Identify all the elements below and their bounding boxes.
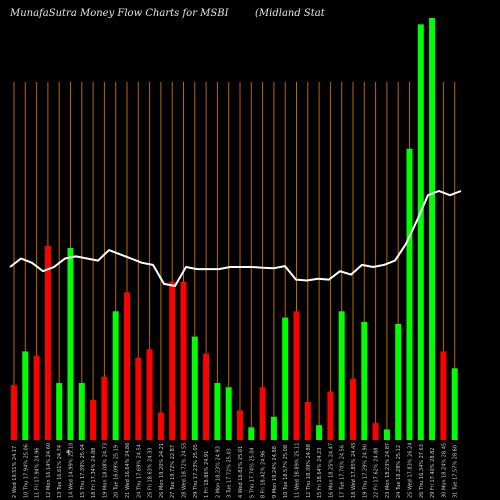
bar — [270, 416, 277, 440]
x-tick-label: 29 Thu 17.23% 25.05 — [193, 444, 199, 498]
bar — [56, 383, 63, 440]
price-line — [9, 190, 462, 287]
x-tick-label: 29 Fri 17.40% 28.82 — [430, 448, 436, 498]
x-tick-label: 27 Tue 19.72% 22.87 — [170, 445, 176, 498]
bar — [214, 383, 221, 440]
bar — [406, 148, 413, 440]
x-tick-label: 12 Thu 18.39% 24.88 — [306, 444, 312, 498]
bar — [33, 355, 40, 440]
x-tick-label: 17 Tue 17.70% 24.56 — [340, 445, 346, 498]
x-tick-label: 15 Fri 18.64% 24.23 — [317, 448, 323, 498]
x-tick-label: 11 Fri 17.94% 24.96 — [35, 448, 41, 498]
bar — [112, 311, 119, 440]
x-axis-labels: 2 Wed 19.51% 24.17 10 Thu 17.94% 25.06 11 … — [12, 443, 459, 498]
bar — [22, 351, 29, 440]
x-tick-label: 18 Wed 17.85% 24.45 — [351, 443, 357, 498]
x-tick-label: 16 Mon 18.25% 24.47 — [328, 443, 334, 498]
bar — [417, 24, 424, 441]
x-tick-label: 10 Tue 18.57% 25.08 — [283, 445, 289, 498]
bar — [327, 391, 334, 440]
x-tick-label: 26 Mon 19.20% 24.21 — [159, 443, 165, 498]
x-tick-label: 22 Fri 17.62% 24.88 — [374, 448, 380, 498]
bar — [372, 423, 379, 440]
bar — [203, 353, 210, 440]
x-tick-label: 18 Fri 17.34% 24.88 — [91, 448, 97, 498]
bar — [282, 317, 289, 440]
x-tick-label: 10 Thu 17.94% 25.06 — [23, 444, 29, 498]
bar — [237, 410, 243, 440]
x-tick-label: 23 Mon 18.23% 24.87 — [385, 443, 391, 498]
bar — [248, 427, 255, 440]
x-tick-label: 19 Mon 18.08% 24.73 — [102, 443, 108, 498]
x-tick-label: 9 Mon 19.24% 24.88 — [272, 446, 278, 498]
bar — [316, 425, 323, 440]
x-tick-label: 25 Wed 17.83% 26.24 — [408, 443, 414, 498]
x-tick-label: 25 Fri 18.63% 24.33 — [148, 448, 154, 498]
title-text: MunafaSutra Money Flow Charts for MSBI — [10, 8, 229, 19]
x-tick-label: 13 Tue 16.61% 24.74 — [57, 445, 63, 498]
currency-symbol: ₹ — [66, 449, 71, 457]
x-tick-label: 2 Wed 19.51% 24.17 — [12, 446, 18, 498]
bar — [180, 281, 187, 440]
bar — [338, 311, 345, 440]
bar — [225, 387, 232, 440]
bar — [191, 336, 198, 440]
bar — [135, 357, 142, 440]
x-tick-label: 20 Tue 16.09% 25.19 — [114, 445, 120, 498]
bar — [90, 399, 97, 440]
bar — [44, 245, 51, 440]
bar — [361, 321, 368, 440]
x-tick-label: 2 Mon 18.23% 24.93 — [215, 446, 221, 498]
x-tick-label: 14 Wed 14.99% 25.10 — [69, 443, 75, 498]
x-tick-label: 24 Thu 17.69% 24.54 — [136, 444, 142, 498]
bar — [451, 368, 458, 440]
bar — [146, 349, 153, 440]
x-tick-label: 15 Thu 17.39% 25.04 — [80, 444, 86, 498]
x-tick-label: 12 Mon 16.14% 24.60 — [46, 443, 52, 498]
bar — [293, 311, 300, 440]
bar — [67, 247, 74, 440]
x-tick-label: 31 Tue 17.57% 28.60 — [453, 445, 459, 498]
bar — [304, 402, 311, 440]
x-tick-label: 4 Wed 16.82% 25.01 — [238, 446, 244, 498]
x-tick-label: 5 Thu 17.74% 25.04 — [249, 447, 255, 498]
bar — [429, 18, 436, 440]
bar — [124, 292, 130, 440]
bar — [440, 351, 447, 440]
chart-title: MunafaSutra Money Flow Charts for MSBI (… — [10, 8, 325, 19]
bar — [169, 281, 176, 440]
x-tick-label: 19 Thu 17.29% 24.90 — [362, 444, 368, 498]
bar — [101, 376, 108, 440]
bar — [259, 387, 266, 440]
x-tick-label: 26 Thu 16.34% 27.63 — [419, 444, 425, 498]
x-tick-label: 1 Fri 18.86% 24.91 — [204, 451, 210, 498]
bar — [11, 385, 17, 440]
bar — [395, 323, 402, 440]
bar — [78, 383, 85, 440]
x-tick-label: 11 Wed 18.89% 25.11 — [295, 443, 301, 498]
x-tick-label: 3 Tue 17.72% 25.03 — [227, 448, 233, 498]
company-name: (Midland Stat — [255, 8, 325, 19]
x-tick-label: 21 Wed 16.64% 24.86 — [125, 443, 131, 498]
x-tick-label: 30 Mon 18.24% 28.45 — [441, 443, 447, 498]
bar — [350, 378, 356, 440]
volume-bars — [11, 18, 458, 441]
x-tick-label: 24 Tue 18.28% 25.12 — [396, 445, 402, 498]
x-tick-label: 28 Wed 18.72% 24.55 — [182, 443, 188, 498]
bar — [383, 429, 390, 440]
x-tick-label: 8 Fri 18.42% 24.96 — [261, 451, 267, 498]
bar — [157, 412, 164, 440]
